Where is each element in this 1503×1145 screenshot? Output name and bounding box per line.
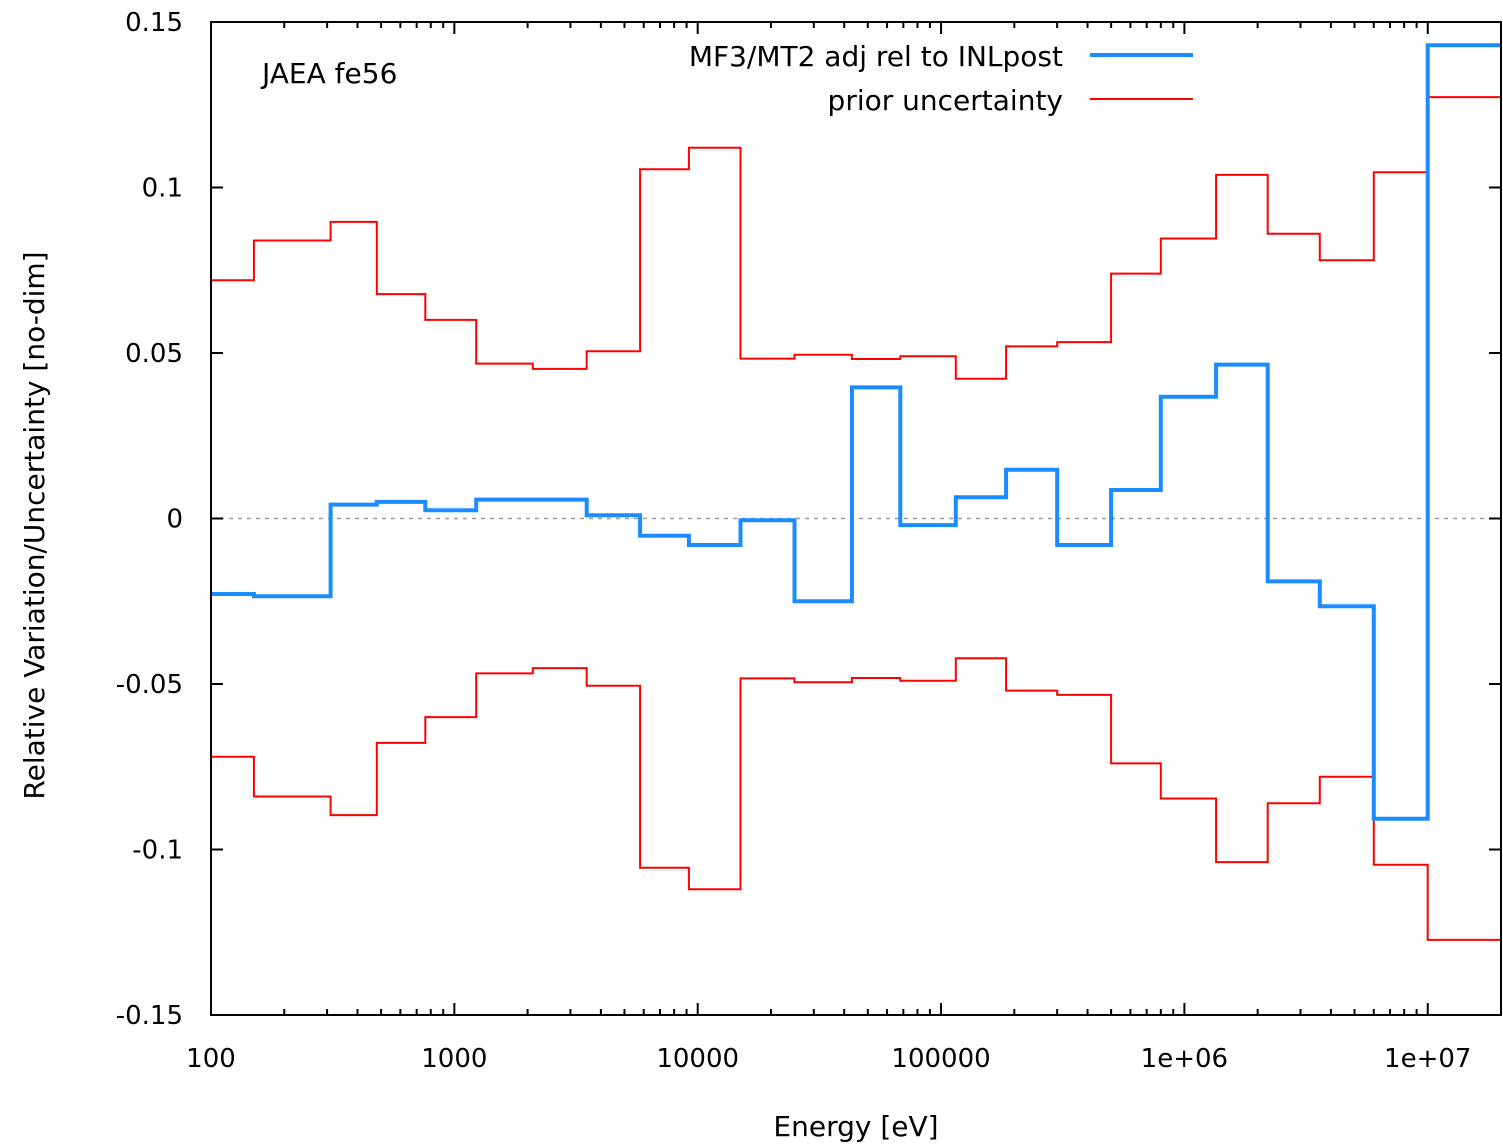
- y-tick-label: 0.15: [125, 8, 183, 38]
- legend-label-prior-uncertainty: prior uncertainty: [828, 84, 1063, 117]
- plot-frame: [210, 21, 1502, 1016]
- series-prior-uncertainty-upper: [211, 96, 1501, 380]
- y-tick-label: 0: [166, 505, 183, 535]
- x-tick-label: 100: [186, 1044, 236, 1074]
- x-tick-label: 10000: [656, 1044, 739, 1074]
- series-prior-uncertainty-lower: [211, 657, 1501, 941]
- y-tick-label: -0.05: [116, 670, 183, 700]
- y-tick-label: -0.15: [116, 1001, 183, 1031]
- y-axis-title: Relative Variation/Uncertainty [no-dim]: [18, 251, 51, 799]
- chart-annotation: JAEA fe56: [260, 57, 397, 90]
- x-tick-label: 100000: [891, 1044, 990, 1074]
- y-tick-label: 0.05: [125, 339, 183, 369]
- y-tick-label: -0.1: [132, 836, 183, 866]
- series-adjustment: [211, 43, 1501, 821]
- x-tick-label: 1000: [421, 1044, 487, 1074]
- series-layer: [211, 43, 1501, 941]
- x-tick-label: 1e+07: [1384, 1044, 1471, 1074]
- y-tick-label: 0.1: [142, 174, 183, 204]
- legend-label-adjustment: MF3/MT2 adj rel to INLpost: [689, 40, 1063, 73]
- x-axis-title: Energy [eV]: [773, 1110, 938, 1143]
- x-tick-label: 1e+06: [1141, 1044, 1228, 1074]
- legend: MF3/MT2 adj rel to INLpost prior uncerta…: [689, 40, 1193, 117]
